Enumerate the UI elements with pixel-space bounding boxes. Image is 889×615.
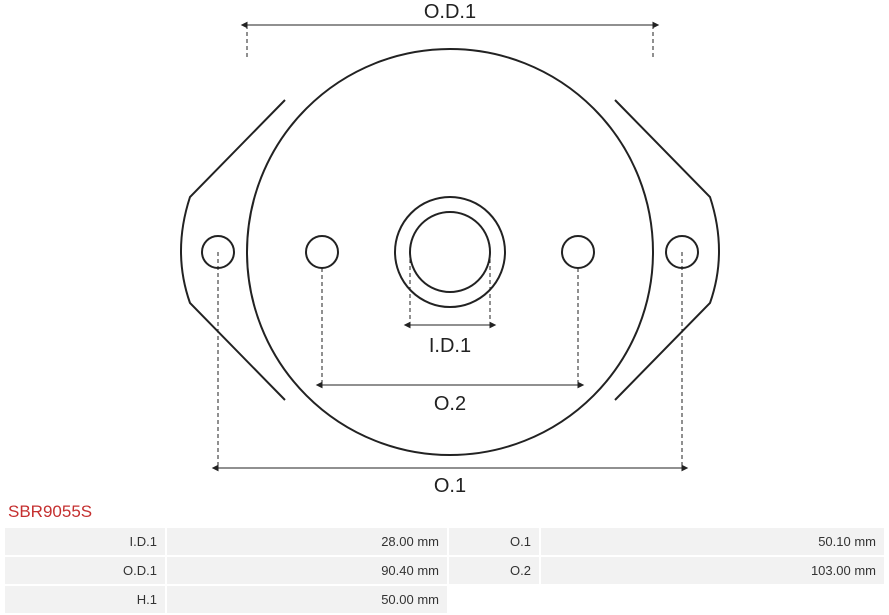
svg-text:O.2: O.2 [434, 393, 466, 415]
spec-label: O.2 [449, 557, 539, 584]
spec-label [449, 586, 539, 613]
drawing-svg: O.D.1 I.D.1 O.2 O.1 [0, 0, 889, 500]
part-number: SBR9055S [0, 500, 889, 526]
spec-value: 50.00 mm [167, 586, 447, 613]
spec-table: I.D.128.00 mmO.150.10 mmO.D.190.40 mmO.2… [3, 526, 886, 615]
spec-value: 50.10 mm [541, 528, 884, 555]
page-container: O.D.1I.D.1O.2O.1 SBR9055S I.D.128.00 mmO… [0, 0, 889, 615]
spec-value: 28.00 mm [167, 528, 447, 555]
technical-drawing: O.D.1 I.D.1 O.2 O.1 [0, 0, 889, 500]
spec-label: O.D.1 [5, 557, 165, 584]
table-row: H.150.00 mm [5, 586, 884, 613]
table-row: O.D.190.40 mmO.2103.00 mm [5, 557, 884, 584]
table-row: I.D.128.00 mmO.150.10 mm [5, 528, 884, 555]
spec-label: H.1 [5, 586, 165, 613]
spec-value: 90.40 mm [167, 557, 447, 584]
spec-label: O.1 [449, 528, 539, 555]
spec-value: 103.00 mm [541, 557, 884, 584]
spec-value [541, 586, 884, 613]
spec-label: I.D.1 [5, 528, 165, 555]
svg-text:O.D.1: O.D.1 [424, 1, 476, 23]
svg-text:I.D.1: I.D.1 [429, 335, 471, 357]
svg-text:O.1: O.1 [434, 475, 466, 497]
